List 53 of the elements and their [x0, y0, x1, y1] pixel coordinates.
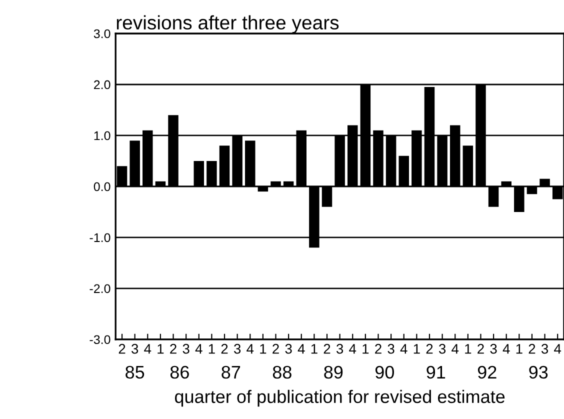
x-tick-label: 2: [272, 344, 279, 354]
x-tick-label: 4: [195, 344, 202, 354]
y-tick-label: -1.0: [90, 233, 110, 242]
x-tick-label: 3: [336, 344, 344, 354]
x-tick-label: 2: [221, 344, 228, 354]
text: 91: [426, 366, 446, 379]
y-tick-label: 0.0: [94, 182, 110, 192]
x-axis-title: quarter of publication for revised estimate: [174, 390, 505, 407]
x-tick-label: 3: [234, 344, 241, 354]
x-tick-label: 3: [490, 344, 497, 354]
y-tick-label: 1.0: [94, 131, 110, 140]
x-tick-label: 2: [118, 344, 126, 354]
x-tick-label: 3: [388, 344, 394, 354]
x-tick-label: 3: [285, 344, 292, 354]
text: 93: [529, 366, 548, 379]
x-tick-label: 3: [541, 344, 548, 354]
text: 85: [126, 366, 144, 379]
y-tick-label: -2.0: [90, 284, 110, 294]
y-tick-label: 2.0: [94, 80, 110, 90]
x-tick-label: 2: [170, 344, 176, 354]
x-tick-label: 4: [400, 344, 408, 354]
y-tick-label: -3.0: [90, 335, 110, 344]
x-tick-label: 1: [311, 344, 318, 354]
x-tick-label: 4: [144, 344, 152, 354]
x-tick-label: 1: [516, 344, 522, 354]
x-tick-label: 3: [182, 344, 190, 354]
x-tick-label: 4: [452, 344, 459, 354]
x-tick-label: 2: [478, 344, 484, 354]
x-tick-label: 3: [438, 344, 446, 354]
y-tick-label: 3.0: [94, 29, 110, 38]
x-tick-label: 1: [362, 344, 369, 354]
text: 87: [222, 366, 240, 379]
text: 92: [478, 366, 496, 379]
x-tick-label: 4: [554, 344, 562, 354]
text: 86: [170, 366, 189, 379]
text: 88: [272, 366, 292, 379]
x-tick-label: 4: [246, 344, 254, 354]
x-tick-label: 4: [298, 344, 305, 354]
x-tick-label: 4: [349, 344, 356, 354]
x-tick-label: 4: [502, 344, 510, 354]
chart-title: revisions after three years: [116, 15, 339, 34]
text: 89: [324, 366, 343, 379]
x-tick-label: 2: [375, 344, 382, 354]
x-tick-label: 2: [528, 344, 536, 354]
x-tick-label: 1: [414, 344, 420, 354]
x-tick-label: 3: [132, 344, 138, 354]
text: 90: [375, 366, 394, 379]
x-tick-label: 1: [208, 344, 215, 354]
x-tick-label: 2: [324, 344, 330, 354]
x-tick-label: 1: [158, 344, 164, 354]
x-tick-label: 2: [426, 344, 433, 354]
x-tick-label: 1: [260, 344, 266, 354]
x-tick-label: 1: [465, 344, 472, 354]
